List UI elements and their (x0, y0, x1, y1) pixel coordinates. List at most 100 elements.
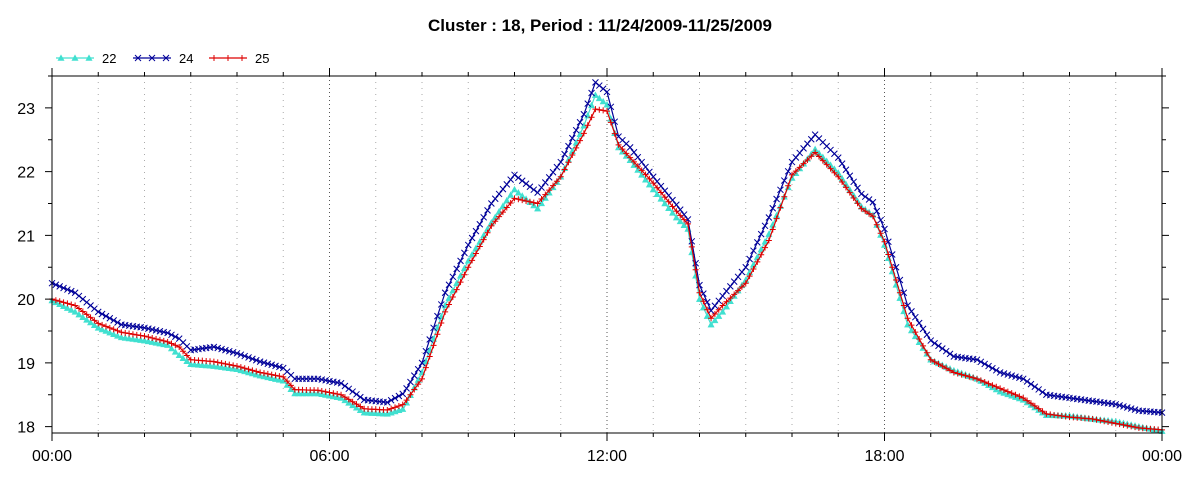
data-point (507, 199, 514, 206)
data-point (677, 212, 684, 219)
data-point (63, 304, 71, 311)
data-point (545, 174, 553, 181)
data-point (1027, 400, 1034, 407)
data-point (395, 392, 403, 400)
data-point (723, 298, 730, 305)
data-point (426, 353, 433, 360)
data-point (703, 312, 711, 319)
data-point (210, 358, 217, 365)
data-point (584, 100, 592, 107)
data-point (576, 130, 584, 138)
data-point (550, 182, 557, 189)
data-point (769, 226, 776, 233)
data-point (1020, 394, 1027, 401)
data-point (807, 135, 815, 143)
data-point (896, 289, 903, 296)
data-point (71, 308, 79, 315)
data-point (735, 287, 742, 294)
data-point (912, 329, 919, 336)
series-24 (48, 79, 1166, 416)
data-point (1089, 415, 1096, 422)
data-point (164, 329, 171, 337)
data-point (542, 191, 549, 198)
data-point (892, 263, 900, 271)
data-point (831, 169, 838, 176)
data-point (67, 306, 75, 313)
data-point (237, 351, 245, 359)
data-point (430, 342, 437, 349)
data-point (392, 404, 399, 411)
y-tick-label: 20 (17, 292, 35, 309)
data-point (746, 273, 753, 280)
data-point (472, 227, 480, 235)
data-point (630, 148, 638, 156)
data-point (719, 308, 727, 315)
data-point (126, 330, 133, 337)
data-point (279, 377, 287, 384)
data-point (695, 295, 704, 302)
data-point (239, 55, 245, 61)
data-point (168, 340, 175, 347)
data-point (611, 130, 618, 137)
data-point (118, 329, 125, 336)
data-point (600, 107, 607, 114)
data-point (757, 230, 765, 238)
data-point (56, 298, 63, 305)
data-point (688, 237, 696, 245)
data-point (1097, 417, 1104, 424)
data-point (338, 391, 345, 398)
data-point (607, 119, 614, 126)
data-point (730, 278, 738, 285)
data-point (410, 372, 418, 379)
data-point (761, 238, 769, 245)
data-point (715, 297, 723, 305)
data-point (680, 211, 688, 218)
data-point (245, 354, 252, 361)
data-point (758, 251, 765, 258)
series-line (51, 108, 1163, 431)
data-point (819, 157, 826, 164)
data-point (881, 225, 888, 233)
data-point (1004, 388, 1011, 395)
data-point (276, 363, 283, 371)
data-point (565, 159, 572, 166)
data-point (399, 390, 407, 398)
data-point (1004, 371, 1012, 378)
data-point (842, 166, 850, 174)
data-point (1120, 403, 1127, 410)
data-point (218, 360, 225, 367)
data-point (669, 203, 676, 210)
data-point (153, 335, 160, 342)
data-point (935, 342, 942, 350)
data-point (1128, 423, 1135, 430)
data-point (1023, 378, 1031, 385)
data-point (645, 180, 653, 188)
data-point (149, 335, 156, 342)
data-point (573, 144, 580, 151)
data-point (977, 358, 985, 366)
data-point (970, 374, 977, 381)
data-point (1008, 390, 1015, 397)
data-point (800, 160, 807, 167)
data-point (133, 331, 140, 338)
data-point (441, 289, 449, 297)
data-point (214, 344, 222, 352)
data-point (977, 377, 984, 384)
data-point (742, 263, 750, 271)
data-point (137, 336, 145, 343)
data-point (519, 197, 526, 204)
data-point (908, 322, 915, 329)
data-point (954, 370, 961, 377)
data-point (796, 164, 803, 171)
data-point (156, 336, 163, 343)
data-point (110, 326, 117, 333)
data-point (1043, 410, 1050, 417)
data-point (707, 320, 715, 328)
data-point (353, 390, 360, 398)
data-point (218, 363, 226, 370)
data-point (777, 186, 784, 194)
data-point (106, 314, 114, 322)
data-point (79, 313, 87, 320)
data-point (129, 331, 136, 338)
data-point (974, 375, 980, 382)
